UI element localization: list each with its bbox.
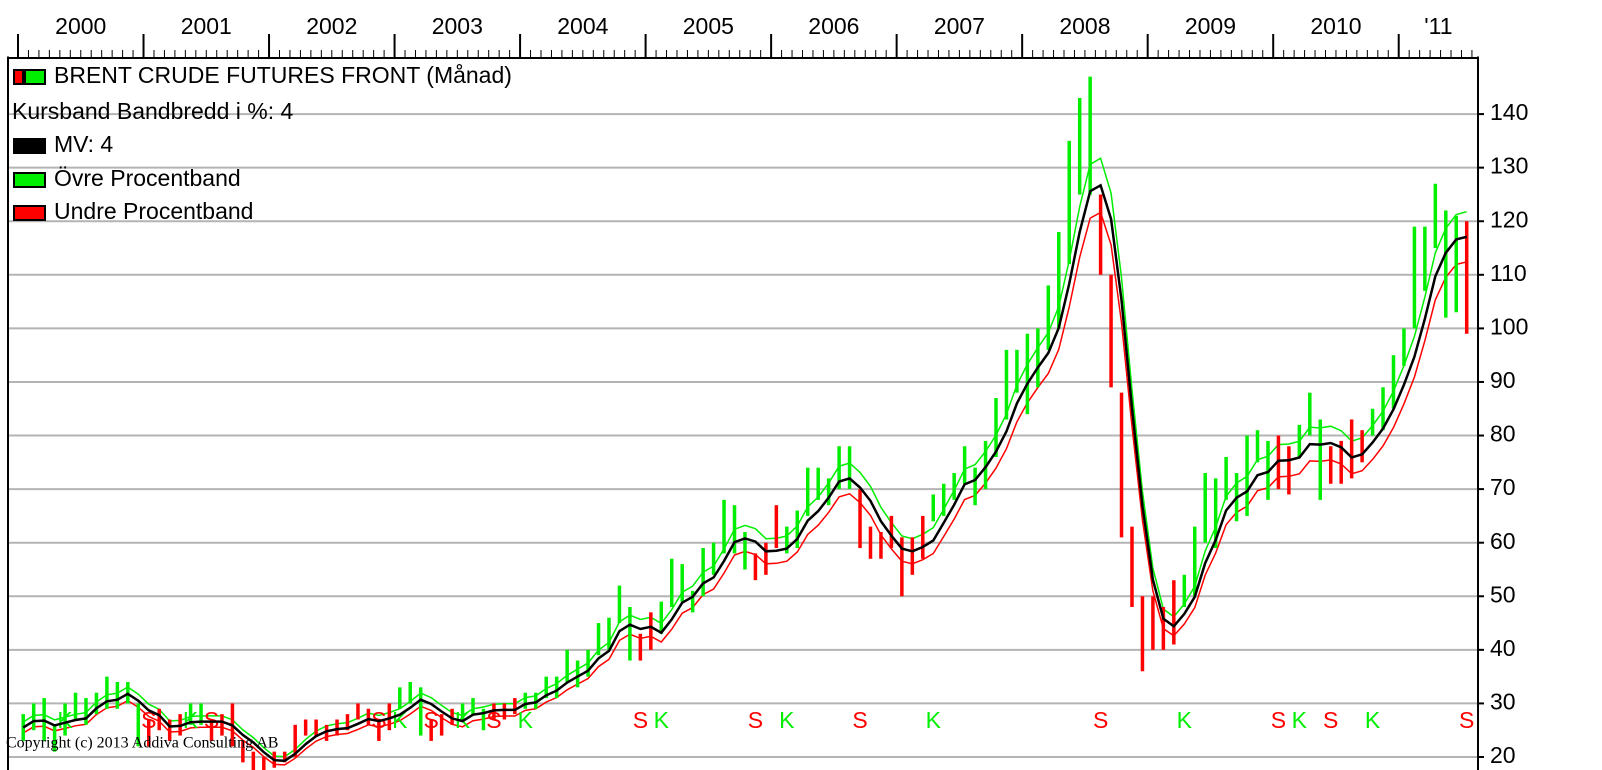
- legend-swatch: [13, 172, 46, 188]
- moving-average: [22, 183, 1468, 763]
- grid: [8, 113, 1478, 758]
- y-tick-label: 120: [1490, 206, 1528, 232]
- y-tick-label: 110: [1490, 260, 1527, 286]
- legend-label: Övre Procentband: [54, 165, 241, 191]
- signal-label: K: [1292, 707, 1308, 733]
- signal-label: K: [57, 707, 73, 733]
- legend-swatch: [13, 138, 46, 154]
- signal-label: S: [1093, 707, 1108, 733]
- x-tick-label: 2003: [432, 13, 483, 39]
- signal-label: S: [1271, 707, 1286, 733]
- signal-label: S: [748, 707, 763, 733]
- x-tick-label: 2006: [808, 13, 859, 39]
- legend-label: BRENT CRUDE FUTURES FRONT (Månad): [54, 62, 512, 88]
- x-tick-label: 2001: [181, 13, 232, 39]
- y-tick-label: 40: [1490, 635, 1516, 661]
- x-tick-label: 2000: [55, 13, 106, 39]
- y-tick-label: 130: [1490, 153, 1528, 179]
- x-tick-label: 2008: [1059, 13, 1110, 39]
- signal-label: K: [926, 707, 942, 733]
- legend-label: MV: 4: [54, 131, 113, 157]
- y-tick-label: 20: [1490, 742, 1516, 768]
- signal-label: S: [852, 707, 867, 733]
- signal-label: K: [779, 707, 795, 733]
- bars: [21, 76, 1469, 770]
- signal-label: S: [423, 707, 438, 733]
- signal-label: K: [1177, 707, 1193, 733]
- axis: 20 30 40 50 60 70 80 90 100 110 120 130 140 2000 2001 2…: [7, 13, 1528, 770]
- x-tick-label: 2005: [683, 13, 734, 39]
- x-tick-label: 2004: [557, 13, 608, 39]
- signal-label: K: [1365, 707, 1381, 733]
- legend: BRENT CRUDE FUTURES FRONT (Månad) Kursban…: [12, 62, 512, 224]
- x-tick-label: 2007: [934, 13, 985, 39]
- signal-label: S: [1459, 707, 1474, 733]
- legend-swatch: [13, 205, 46, 221]
- legend-label: Kursband Bandbredd i %: 4: [12, 98, 294, 124]
- signal-label: K: [392, 707, 408, 733]
- signal-label: K: [183, 707, 199, 733]
- x-tick-label: 2002: [306, 13, 357, 39]
- y-tick-label: 60: [1490, 528, 1516, 554]
- y-tick-label: 50: [1490, 581, 1516, 607]
- y-tick-label: 90: [1490, 367, 1516, 393]
- signal-label: S: [633, 707, 648, 733]
- copyright: Copyright (c) 2013 Addiva Consulting AB: [6, 735, 278, 752]
- legend-label: Undre Procentband: [54, 198, 253, 224]
- signal-label: K: [654, 707, 670, 733]
- y-tick-label: 30: [1490, 689, 1516, 715]
- x-tick-label: '11: [1424, 13, 1452, 39]
- signal-label: S: [1323, 707, 1338, 733]
- signal-label: S: [141, 707, 156, 733]
- signal-label: K: [518, 707, 534, 733]
- y-tick-label: 70: [1490, 474, 1516, 500]
- signal-label: S: [486, 707, 501, 733]
- y-tick-label: 100: [1490, 313, 1528, 339]
- y-tick-label: 140: [1490, 99, 1528, 125]
- signal-label: S: [204, 707, 219, 733]
- legend-swatch: [24, 69, 46, 85]
- y-tick-label: 80: [1490, 421, 1516, 447]
- x-tick-label: 2010: [1310, 13, 1361, 39]
- legend-swatch: [13, 69, 24, 85]
- x-tick-label: 2009: [1185, 13, 1236, 39]
